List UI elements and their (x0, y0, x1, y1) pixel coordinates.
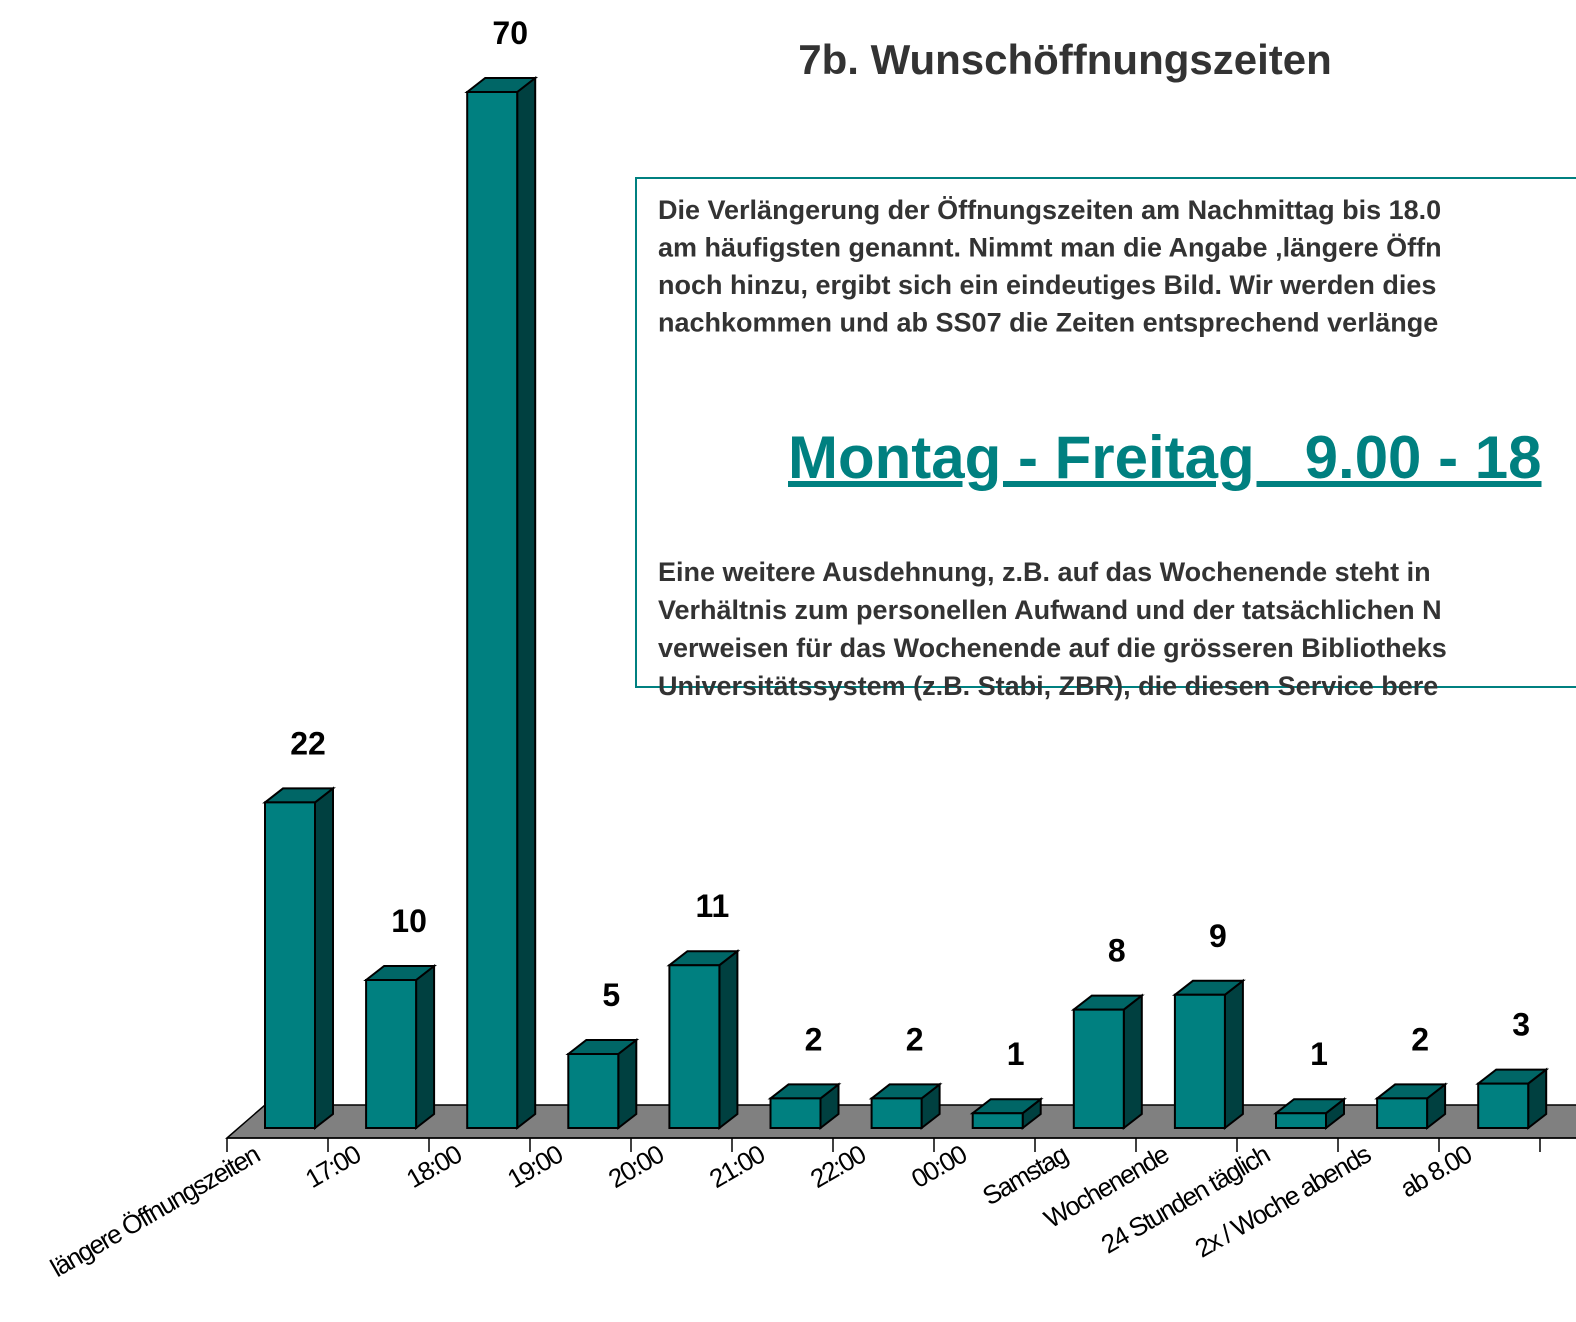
bar-face (1173, 993, 1226, 1129)
bar (1070, 993, 1145, 1131)
x-tick-label: 17:00 (300, 1139, 366, 1194)
bar (262, 786, 336, 1131)
bar-face (1223, 978, 1244, 1131)
x-tick-label: 00:00 (906, 1139, 972, 1194)
x-tick-label: 18:00 (401, 1139, 467, 1194)
value-label: 8 (1108, 933, 1126, 969)
paragraph-line: Eine weitere Ausdehnung, z.B. auf das Wo… (658, 557, 1431, 587)
value-label: 10 (391, 903, 427, 939)
value-label: 3 (1512, 1007, 1530, 1043)
bar (1273, 1097, 1347, 1131)
value-label: 5 (602, 977, 620, 1013)
highlight-text: Montag - Freitag 9.00 - 18 (788, 424, 1542, 491)
value-label: 11 (695, 888, 729, 924)
x-tick-label: längere Öffnungszeiten (45, 1139, 264, 1283)
value-label: 1 (1007, 1036, 1025, 1072)
bar-face (1072, 1008, 1125, 1129)
x-tick-label: ab 8.00 (1395, 1139, 1477, 1204)
bar-face (365, 979, 418, 1129)
paragraph-line: verweisen für das Wochenende auf die grö… (658, 633, 1447, 663)
bar-face (870, 1097, 923, 1129)
chart-title: 7b. Wunschöffnungszeiten (798, 36, 1332, 83)
bar-face (264, 801, 316, 1129)
bar (1374, 1082, 1449, 1131)
value-label: 2 (906, 1021, 924, 1057)
bar (1171, 978, 1246, 1131)
value-label: 2 (1411, 1021, 1429, 1057)
value-label: 1 (1310, 1036, 1328, 1072)
bar (565, 1037, 640, 1131)
x-tick-label: 19:00 (502, 1139, 568, 1194)
bar-face (1376, 1097, 1429, 1129)
bar (969, 1097, 1044, 1131)
value-label: 70 (492, 15, 528, 51)
bar-face (971, 1112, 1024, 1129)
paragraph-line: nachkommen und ab SS07 die Zeiten entspr… (658, 308, 1438, 338)
bar (666, 949, 741, 1131)
bar-face (567, 1053, 620, 1129)
x-tick-label: 22:00 (805, 1139, 871, 1194)
x-tick-label: 2x / Woche abends (1190, 1138, 1377, 1263)
paragraph-line: am häufigsten genannt. Nimmt man die Ang… (658, 233, 1442, 263)
bar (363, 963, 438, 1131)
bar-face (668, 964, 721, 1129)
paragraph-line: Universitätssystem (z.B. Stabi, ZBR), di… (658, 671, 1438, 701)
bar-face (466, 91, 519, 1129)
value-label: 22 (290, 725, 326, 761)
paragraph-line: Verhältnis zum personellen Aufwand und d… (658, 595, 1442, 625)
bar (767, 1082, 842, 1131)
bar-face (1122, 993, 1143, 1131)
bar-face (415, 963, 436, 1131)
bar-face (1275, 1112, 1327, 1129)
bar-face (314, 786, 334, 1131)
x-tick-label: 21:00 (704, 1139, 770, 1194)
x-tick-label: 20:00 (603, 1139, 669, 1194)
paragraph-line: noch hinzu, ergibt sich ein eindeutiges … (658, 270, 1436, 300)
bar (1475, 1067, 1550, 1131)
text-box (635, 177, 1576, 688)
value-label: 9 (1209, 918, 1227, 954)
paragraph-line: Die Verlängerung der Öffnungszeiten am N… (658, 195, 1441, 225)
bar-face (516, 75, 537, 1131)
bar-face (1477, 1082, 1530, 1129)
bar (464, 75, 539, 1131)
bar-face (718, 949, 739, 1131)
bar-face (769, 1097, 822, 1129)
x-tick-label: 24 Stunden täglich (1096, 1139, 1274, 1259)
bar (868, 1082, 943, 1131)
value-label: 2 (805, 1021, 823, 1057)
bar-face (617, 1037, 638, 1131)
